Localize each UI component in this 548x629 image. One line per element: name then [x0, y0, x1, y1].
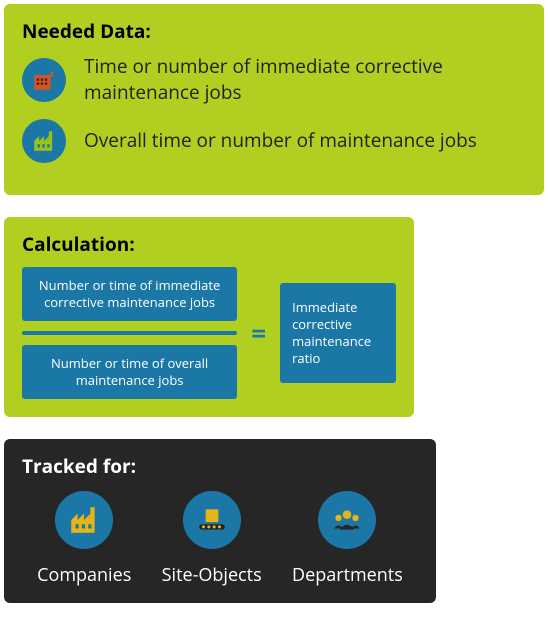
tracked-item-site-objects: Site-Objects: [162, 491, 262, 587]
tracked-panel: Tracked for: Companies: [4, 439, 436, 603]
tracked-item-label: Departments: [292, 563, 403, 587]
people-icon: [318, 491, 376, 549]
conveyor-icon: [183, 491, 241, 549]
calculation-formula: Number or time of immediate corrective m…: [22, 267, 396, 399]
factory-icon: [55, 491, 113, 549]
tracked-item-label: Companies: [37, 563, 131, 587]
tracked-item-departments: Departments: [292, 491, 403, 587]
needed-data-title: Needed Data:: [22, 18, 526, 44]
fraction-line: [22, 331, 237, 335]
building-icon: [22, 58, 66, 102]
needed-data-text: Overall time or number of maintenance jo…: [84, 128, 477, 154]
tracked-item-companies: Companies: [37, 491, 131, 587]
equals-sign: =: [251, 315, 266, 351]
needed-data-panel: Needed Data: Time or number of immediate…: [4, 4, 544, 195]
tracked-row: Companies Site-Objects: [22, 491, 418, 587]
denominator: Number or time of overall maintenance jo…: [22, 345, 237, 399]
tracked-title: Tracked for:: [22, 453, 418, 479]
calculation-panel: Calculation: Number or time of immediate…: [4, 217, 414, 417]
needed-data-item: Overall time or number of maintenance jo…: [22, 119, 526, 163]
numerator: Number or time of immediate corrective m…: [22, 267, 237, 321]
factory-icon: [22, 119, 66, 163]
needed-data-text: Time or number of immediate corrective m…: [84, 54, 526, 105]
calculation-title: Calculation:: [22, 231, 396, 257]
tracked-item-label: Site-Objects: [162, 563, 262, 587]
fraction: Number or time of immediate corrective m…: [22, 267, 237, 399]
result: Immediate corrective maintenance ratio: [280, 283, 396, 383]
needed-data-item: Time or number of immediate corrective m…: [22, 54, 526, 105]
